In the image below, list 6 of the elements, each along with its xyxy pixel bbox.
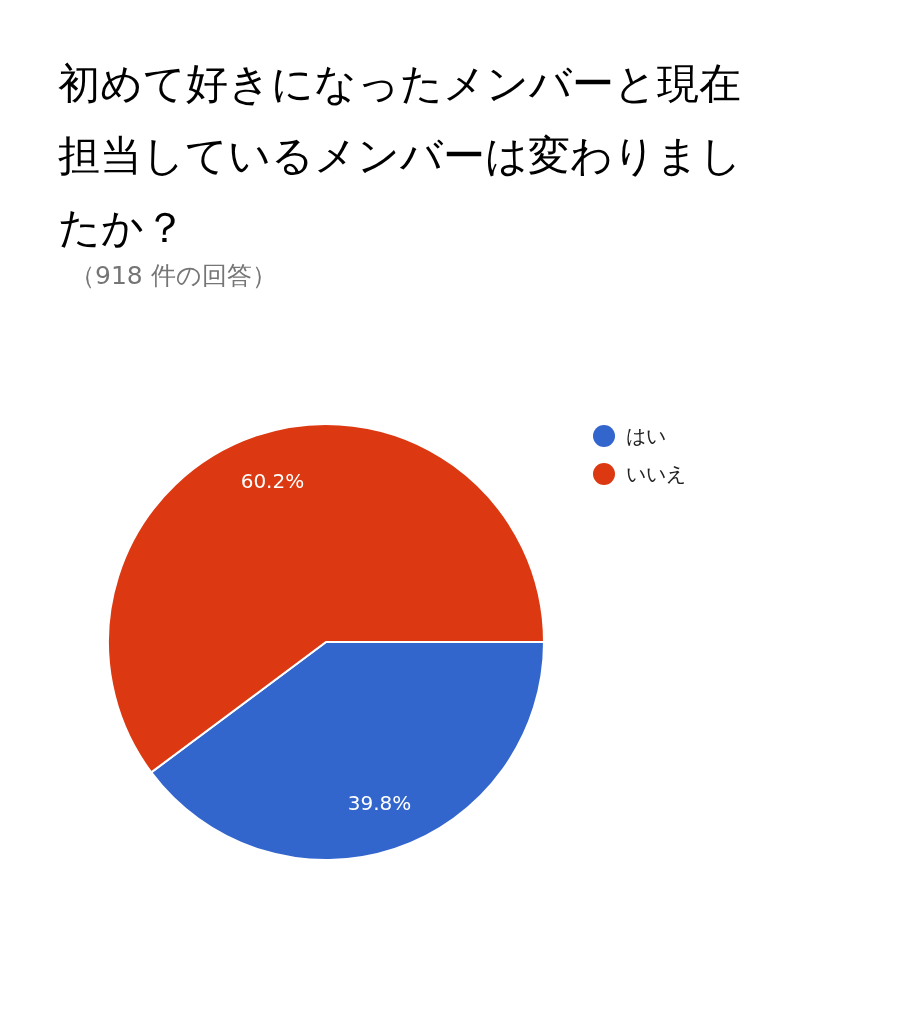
legend-label: はい xyxy=(626,424,666,448)
data-label: 39.8% xyxy=(347,791,412,816)
chart-title: 初めて好きになったメンバーと現在担当しているメンバーは変わりましたか？ xyxy=(58,59,742,252)
legend-label: いいえ xyxy=(626,462,686,486)
chart-subtitle: （918 件の回答） xyxy=(70,261,277,290)
data-label: 60.2% xyxy=(240,468,305,493)
